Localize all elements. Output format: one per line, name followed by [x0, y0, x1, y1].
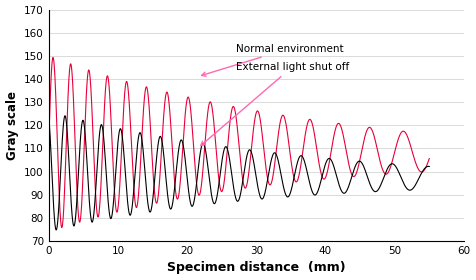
X-axis label: Specimen distance  (mm): Specimen distance (mm) — [167, 262, 346, 274]
Text: External light shut off: External light shut off — [201, 62, 349, 146]
Y-axis label: Gray scale: Gray scale — [6, 91, 19, 160]
Text: Normal environment: Normal environment — [202, 43, 343, 76]
